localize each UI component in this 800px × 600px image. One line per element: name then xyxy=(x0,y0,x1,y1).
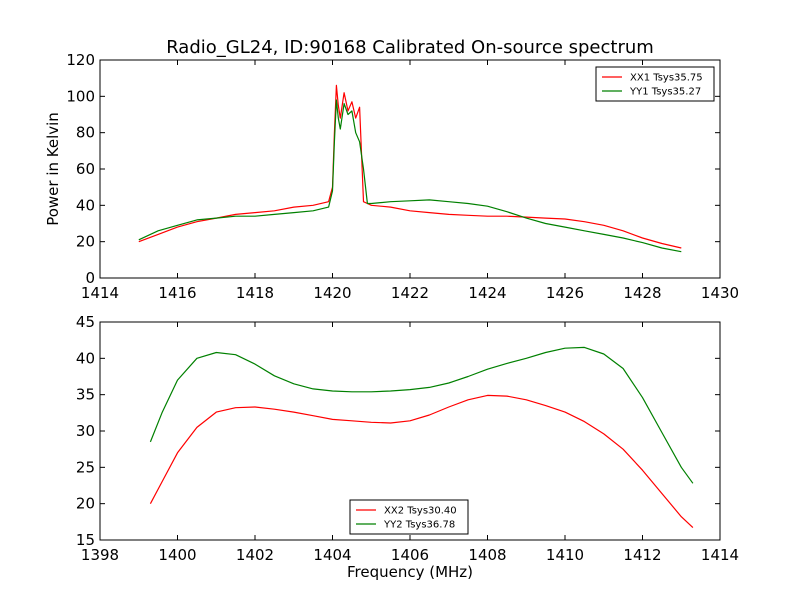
series-line-0-1 xyxy=(138,99,682,253)
bottom-plot-panel: 1398 1400 1402 1404 1406 1408 1410 1412 1414 15 20… xyxy=(76,313,739,564)
legend-label: YY2 Tsys36.78 xyxy=(383,520,455,531)
y-tick-label: 35 xyxy=(76,386,95,404)
x-tick-label: 1400 xyxy=(158,546,196,564)
y-tick-label: 20 xyxy=(76,233,95,251)
y-tick-label: 80 xyxy=(76,124,95,142)
legend: XX2 Tsys30.40 YY2 Tsys36.78 xyxy=(349,499,469,535)
y-tick-label: 60 xyxy=(76,160,95,178)
x-tick-label: 1424 xyxy=(468,284,506,302)
y-axis-label-top: Power in Kelvin xyxy=(44,112,62,226)
x-tick-label: 1414 xyxy=(81,284,119,302)
x-tick-label: 1408 xyxy=(468,546,506,564)
y-tick-label: 30 xyxy=(76,422,95,440)
legend-box xyxy=(349,499,469,535)
x-tick-label: 1416 xyxy=(158,284,196,302)
x-tick-label: 1430 xyxy=(701,284,739,302)
series-line-1-1 xyxy=(149,346,694,484)
x-tick-label: 1414 xyxy=(701,546,739,564)
x-tick-label: 1412 xyxy=(623,546,661,564)
legend: XX1 Tsys35.75 YY1 Tsys35.27 xyxy=(595,66,715,102)
chart-title: Radio_GL24, ID:90168 Calibrated On-sourc… xyxy=(166,37,654,58)
y-tick-label: 120 xyxy=(66,51,95,69)
y-tick-label: 40 xyxy=(76,349,95,367)
x-tick-label: 1428 xyxy=(623,284,661,302)
y-tick-label: 15 xyxy=(76,531,95,549)
top-plot-panel: 1414 1416 1418 1420 1422 1424 1426 1428 1430 0 20 4… xyxy=(66,51,739,302)
x-tick-label: 1410 xyxy=(546,546,584,564)
series-line-1-0 xyxy=(149,394,694,529)
y-tick-label: 25 xyxy=(76,458,95,476)
y-tick-label: 0 xyxy=(85,269,95,287)
y-tick-label: 45 xyxy=(76,313,95,331)
x-tick-label: 1426 xyxy=(546,284,584,302)
x-tick-label: 1406 xyxy=(391,546,429,564)
y-tick-label: 100 xyxy=(66,87,95,105)
series-line-0-0 xyxy=(138,84,682,249)
y-tick-label: 20 xyxy=(76,495,95,513)
legend-label: YY1 Tsys35.27 xyxy=(629,87,701,98)
legend-box xyxy=(595,66,715,102)
y-tick-label: 40 xyxy=(76,196,95,214)
x-tick-label: 1420 xyxy=(313,284,351,302)
x-tick-label: 1404 xyxy=(313,546,351,564)
legend-label: XX1 Tsys35.75 xyxy=(630,73,703,84)
x-tick-label: 1402 xyxy=(236,546,274,564)
x-tick-label: 1398 xyxy=(81,546,119,564)
x-axis-label-bottom: Frequency (MHz) xyxy=(347,563,473,581)
legend-label: XX2 Tsys30.40 xyxy=(384,506,457,517)
x-tick-label: 1422 xyxy=(391,284,429,302)
x-tick-label: 1418 xyxy=(236,284,274,302)
